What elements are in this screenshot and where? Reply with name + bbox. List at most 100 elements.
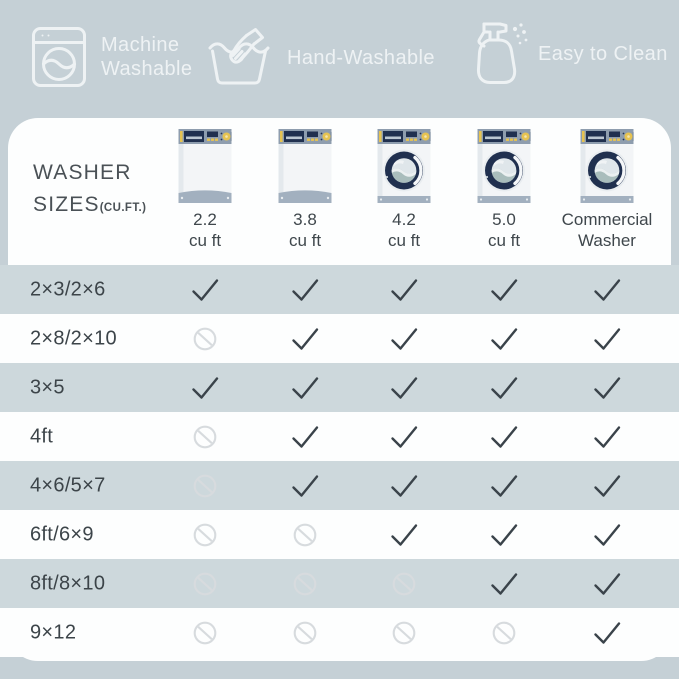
column-label: 5.0 cu ft: [487, 210, 521, 250]
check-icon: [192, 376, 219, 399]
feature-easy-to-clean: Easy to Clean: [474, 20, 668, 88]
cell-not-allowed: [192, 571, 218, 597]
title-line-2: SIZES: [33, 192, 100, 216]
check-icon: [292, 474, 319, 497]
cell-check: [489, 521, 519, 549]
cell-check: [489, 472, 519, 500]
cell-check: [190, 374, 220, 402]
cell-check: [592, 619, 622, 647]
not-allowed-icon: [193, 327, 217, 350]
check-icon: [391, 523, 418, 546]
cell-not-allowed: [192, 522, 218, 548]
not-allowed-icon: [193, 425, 217, 448]
column-header: 3.8 cu ft: [240, 127, 370, 251]
cell-check: [389, 521, 419, 549]
check-icon: [594, 523, 621, 546]
cell-not-allowed: [292, 522, 318, 548]
cell-not-allowed: [192, 326, 218, 352]
not-allowed-icon: [193, 621, 217, 644]
table-row: 6ft/6×9: [0, 510, 679, 559]
check-icon: [292, 327, 319, 350]
cell-check: [290, 276, 320, 304]
row-label: 3×5: [30, 376, 65, 398]
table-title: WASHER SIZES(CU.FT.): [33, 157, 146, 220]
cell-check: [389, 374, 419, 402]
feature-hand-washable: Hand-Washable: [207, 27, 435, 89]
column-label: 3.8 cu ft: [288, 210, 322, 250]
cell-check: [489, 423, 519, 451]
column-label: Commercial Washer: [561, 210, 653, 250]
cell-not-allowed: [391, 571, 417, 597]
check-icon: [594, 425, 621, 448]
check-icon: [292, 278, 319, 301]
cell-check: [290, 325, 320, 353]
cell-not-allowed: [192, 473, 218, 499]
title-unit: (CU.FT.): [99, 201, 147, 214]
not-allowed-icon: [492, 621, 516, 644]
cell-check: [489, 570, 519, 598]
not-allowed-icon: [392, 621, 416, 644]
table-row: 3×5: [0, 363, 679, 412]
washing-machine-icon: [32, 27, 86, 87]
cell-not-allowed: [391, 620, 417, 646]
not-allowed-icon: [193, 474, 217, 497]
check-icon: [391, 278, 418, 301]
check-icon: [491, 474, 518, 497]
cell-check: [592, 276, 622, 304]
row-label: 4×6/5×7: [30, 474, 106, 496]
check-icon: [594, 474, 621, 497]
cell-check: [592, 570, 622, 598]
column-header: 5.0 cu ft: [439, 127, 569, 251]
cell-not-allowed: [192, 620, 218, 646]
check-icon: [594, 376, 621, 399]
washer-front-load-icon: [580, 129, 634, 203]
cell-not-allowed: [192, 424, 218, 450]
check-icon: [391, 376, 418, 399]
table-row: 4ft: [0, 412, 679, 461]
column-header: 4.2 cu ft: [339, 127, 469, 251]
cell-check: [290, 374, 320, 402]
cell-check: [290, 472, 320, 500]
spray-droplets: [512, 23, 528, 45]
not-allowed-icon: [193, 572, 217, 595]
check-icon: [491, 327, 518, 350]
spray-bottle-icon: [476, 22, 528, 84]
not-allowed-icon: [392, 572, 416, 595]
cell-check: [592, 374, 622, 402]
not-allowed-icon: [293, 572, 317, 595]
table-row: 9×12: [0, 608, 679, 657]
row-label: 6ft/6×9: [30, 523, 94, 545]
hand-wash-icon: [208, 28, 270, 85]
row-label: 8ft/8×10: [30, 572, 106, 594]
cell-check: [389, 423, 419, 451]
check-icon: [292, 425, 319, 448]
check-icon: [491, 425, 518, 448]
cell-check: [592, 521, 622, 549]
row-label: 9×12: [30, 621, 77, 643]
cell-check: [389, 276, 419, 304]
check-icon: [491, 523, 518, 546]
check-icon: [594, 572, 621, 595]
not-allowed-icon: [293, 523, 317, 546]
table-row: 4×6/5×7: [0, 461, 679, 510]
check-icon: [594, 327, 621, 350]
check-icon: [391, 474, 418, 497]
check-icon: [491, 572, 518, 595]
title-line-1: WASHER: [33, 161, 132, 184]
cell-check: [290, 423, 320, 451]
check-icon: [292, 376, 319, 399]
cell-check: [592, 325, 622, 353]
check-icon: [192, 278, 219, 301]
cell-not-allowed: [491, 620, 517, 646]
table-row: 2×8/2×10: [0, 314, 679, 363]
column-header: 2.2 cu ft: [140, 127, 270, 251]
washer-top-load-icon: [278, 129, 332, 203]
feature-label: Easy to Clean: [538, 42, 668, 65]
row-label: 4ft: [30, 425, 54, 447]
washer-front-load-icon: [377, 129, 431, 203]
column-header: Commercial Washer: [542, 127, 672, 251]
cell-not-allowed: [292, 620, 318, 646]
not-allowed-icon: [193, 523, 217, 546]
feature-label: Machine Washable: [101, 33, 193, 80]
not-allowed-icon: [293, 621, 317, 644]
